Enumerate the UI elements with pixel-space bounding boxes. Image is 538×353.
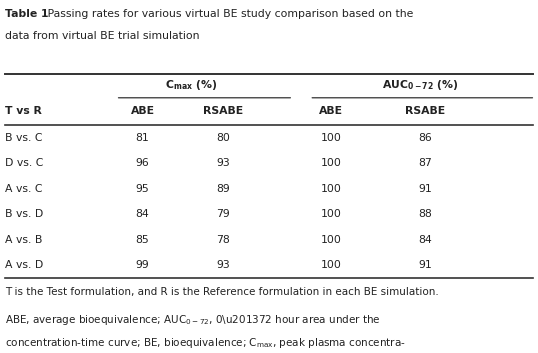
Text: 86: 86 [418,133,432,143]
Text: A vs. B: A vs. B [5,235,43,245]
Text: B vs. D: B vs. D [5,209,44,219]
Text: 93: 93 [216,158,230,168]
Text: 80: 80 [216,133,230,143]
Text: $\mathbf{AUC}_{\mathbf{0-72}}$ (%): $\mathbf{AUC}_{\mathbf{0-72}}$ (%) [383,78,459,92]
Text: 96: 96 [136,158,150,168]
Text: Table 1: Table 1 [5,9,49,19]
Text: 91: 91 [418,260,432,270]
Text: T vs R: T vs R [5,106,43,116]
Text: 91: 91 [418,184,432,194]
Text: A vs. D: A vs. D [5,260,44,270]
Text: 81: 81 [136,133,150,143]
Text: 100: 100 [321,209,341,219]
Text: 100: 100 [321,133,341,143]
Text: 100: 100 [321,184,341,194]
Text: 85: 85 [136,235,150,245]
Text: 84: 84 [136,209,150,219]
Text: 78: 78 [216,235,230,245]
Text: 87: 87 [418,158,432,168]
Text: 99: 99 [136,260,150,270]
Text: D vs. C: D vs. C [5,158,44,168]
Text: 95: 95 [136,184,150,194]
Text: RSABE: RSABE [405,106,445,116]
Text: Passing rates for various virtual BE study comparison based on the: Passing rates for various virtual BE stu… [44,9,414,19]
Text: 79: 79 [216,209,230,219]
Text: T is the Test formulation, and R is the Reference formulation in each BE simulat: T is the Test formulation, and R is the … [5,287,439,297]
Text: 100: 100 [321,260,341,270]
Text: ABE: ABE [319,106,343,116]
Text: RSABE: RSABE [203,106,243,116]
Text: concentration-time curve; BE, bioequivalence; C$_{\mathsf{max}}$, peak plasma co: concentration-time curve; BE, bioequival… [5,336,406,350]
Text: 84: 84 [418,235,432,245]
Text: $\mathbf{C}_{\mathbf{max}}$ (%): $\mathbf{C}_{\mathbf{max}}$ (%) [165,78,217,92]
Text: B vs. C: B vs. C [5,133,43,143]
Text: data from virtual BE trial simulation: data from virtual BE trial simulation [5,31,200,41]
Text: 89: 89 [216,184,230,194]
Text: 100: 100 [321,235,341,245]
Text: ABE, average bioequivalence; AUC$_{\mathsf{0-72}}$, 0\u201372 hour area under th: ABE, average bioequivalence; AUC$_{\math… [5,313,381,327]
Text: 100: 100 [321,158,341,168]
Text: ABE: ABE [131,106,154,116]
Text: 88: 88 [418,209,432,219]
Text: A vs. C: A vs. C [5,184,43,194]
Text: 93: 93 [216,260,230,270]
